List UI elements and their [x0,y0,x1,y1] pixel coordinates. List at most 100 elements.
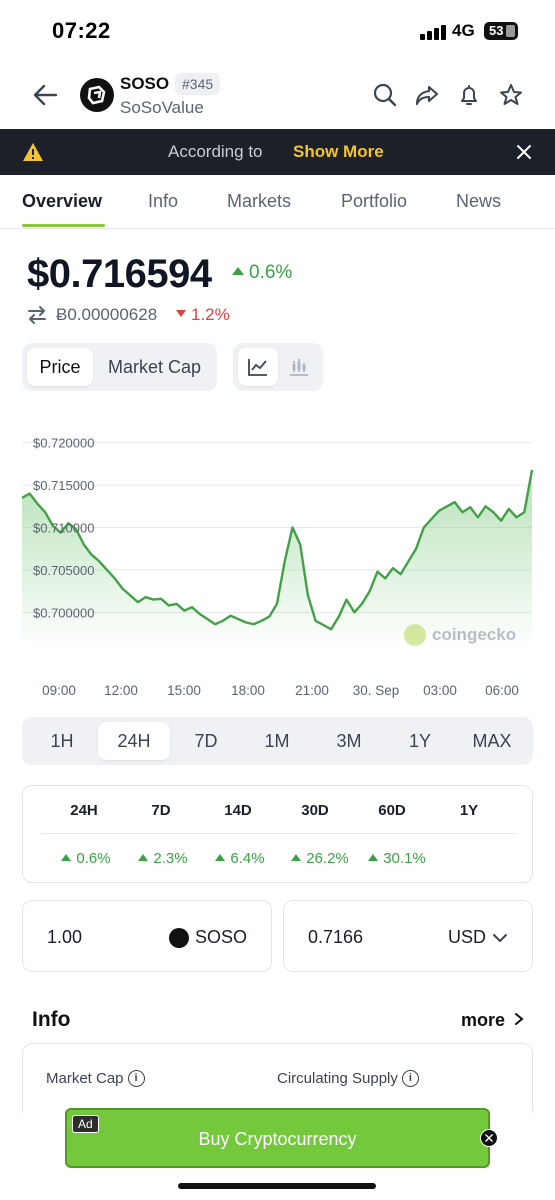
coingecko-watermark: coingecko [404,624,516,646]
amount-unit: SOSO [168,927,247,948]
tab-news[interactable]: News [456,191,502,211]
chart-area [22,469,532,642]
info-card: Market Cap i Circulating Supply i [22,1043,533,1113]
status-time: 07:22 [52,18,111,43]
warning-icon [23,143,43,161]
market-cap-toggle[interactable]: Market Cap [107,357,202,377]
perf-header: 14D [224,802,252,819]
search-icon[interactable] [372,82,398,108]
coin-header: SOSO #345 SoSoValue [0,62,555,128]
info-icon[interactable]: i [401,1070,419,1087]
home-indicator [178,1183,376,1189]
x-tick-label: 12:00 [104,683,138,698]
rank-badge: #345 [175,73,221,95]
perf-value: 6.4% [202,850,278,867]
perf-header: 60D [378,802,406,819]
x-tick-label: 03:00 [423,683,457,698]
network-label: 4G [452,21,475,40]
divider [41,833,516,834]
share-icon[interactable] [414,82,440,108]
price-toggle[interactable]: Price [27,348,93,386]
up-triangle-icon [138,854,149,861]
info-section-title: Info [32,1008,71,1031]
chart-line [21,469,534,631]
usd-price-change: 0.6% [232,262,292,284]
candlestick-chart-icon[interactable] [279,348,319,386]
converted-value-field[interactable]: 0.7166 USD [283,900,533,972]
ad-label: Ad [72,1115,99,1133]
coin-logo-icon [168,927,189,948]
perf-value: 30.1% [359,850,435,867]
close-icon[interactable] [515,143,533,161]
signal-icon [420,24,446,40]
perf-header: 7D [151,802,171,819]
tab-overview[interactable]: Overview [22,191,103,211]
swap-icon [28,306,46,324]
back-arrow-icon[interactable] [30,80,60,110]
ad-close-icon[interactable] [480,1129,498,1147]
perf-header: 30D [301,802,329,819]
up-triangle-icon [61,854,72,861]
market-cap-label: Market Cap i [46,1070,145,1087]
price-chart[interactable]: $0.720000 $0.715000 $0.710000 $0.705000 $0.7… [0,430,555,705]
btc-price: Ƀ0.00000628 [56,305,158,324]
x-tick-label: 15:00 [167,683,201,698]
battery-icon: 53 [484,22,518,40]
price-chart-svg: $0.720000 $0.715000 $0.710000 $0.705000 $0.7… [21,436,534,698]
amount-value[interactable]: 1.00 [47,927,83,947]
tab-info[interactable]: Info [148,191,179,211]
range-7d[interactable]: 7D [194,731,218,751]
show-more-link[interactable]: Show More [293,142,384,161]
y-tick-label: $0.720000 [33,436,94,451]
y-tick-label: $0.715000 [33,478,94,493]
range-1h[interactable]: 1H [50,731,74,751]
btc-price-change: 1.2% [176,305,230,325]
star-icon[interactable] [498,82,524,108]
up-triangle-icon [291,854,302,861]
range-1m[interactable]: 1M [264,731,290,751]
perf-value: 26.2% [282,850,358,867]
converted-value: 0.7166 [308,927,364,947]
up-triangle-icon [232,267,244,275]
chevron-right-icon [515,1013,524,1025]
up-triangle-icon [215,854,226,861]
range-24h[interactable]: 24H [98,722,170,760]
time-range-selector: 1H 24H 7D 1M 3M 1Y MAX [22,717,533,765]
ad-text: Buy Cryptocurrency [198,1129,357,1149]
x-tick-label: 18:00 [231,683,265,698]
active-tab-indicator [22,224,105,227]
section-tabs: Overview Info Markets Portfolio News [0,175,555,229]
x-tick-label: 30. Sep [353,683,400,698]
chevron-down-icon [493,933,507,942]
usd-price: $0.716594 [27,252,212,296]
range-3m[interactable]: 3M [336,731,362,751]
circulating-supply-label: Circulating Supply i [277,1070,419,1087]
ad-banner[interactable]: Ad Buy Cryptocurrency [65,1108,490,1168]
status-bar: 07:22 4G 53 [0,0,555,62]
metric-toggle: Price Market Cap [22,343,217,391]
amount-input[interactable]: 1.00 SOSO [22,900,272,972]
notice-banner: According to Show More [0,129,555,175]
coin-logo-icon [80,78,114,112]
up-triangle-icon [368,854,379,861]
tab-portfolio[interactable]: Portfolio [341,191,408,211]
tab-markets[interactable]: Markets [227,191,292,211]
coin-name: SoSoValue [120,98,204,117]
down-triangle-icon [176,310,186,317]
range-max[interactable]: MAX [472,731,512,751]
performance-table: 24H 7D 14D 30D 60D 1Y 0.6% 2.3% 6.4% 26.… [22,785,533,883]
chart-type-toggle [233,343,323,391]
range-1y[interactable]: 1Y [408,731,432,751]
line-chart-icon[interactable] [238,348,278,386]
y-tick-label: $0.700000 [33,605,94,620]
y-tick-label: $0.710000 [33,521,94,536]
perf-header: 24H [70,802,98,819]
coin-symbol: SOSO [120,74,170,93]
info-icon[interactable]: i [127,1070,145,1087]
bell-icon[interactable] [456,82,482,108]
x-tick-label: 09:00 [42,683,76,698]
perf-value: 0.6% [48,850,124,867]
y-tick-label: $0.705000 [33,563,94,578]
info-more-link[interactable]: more [461,1010,524,1031]
currency-select[interactable]: USD [448,927,508,948]
